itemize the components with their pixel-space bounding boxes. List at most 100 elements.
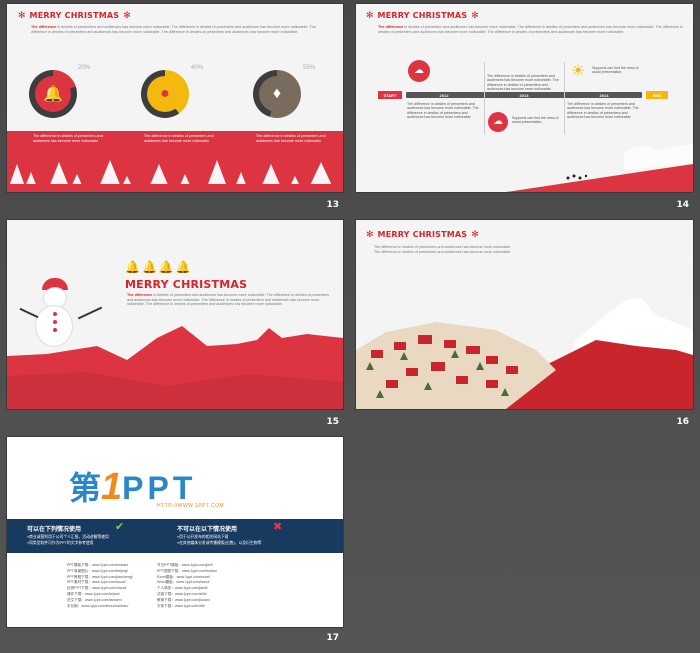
slide-title: MERRY CHRISTMAS [125, 278, 248, 291]
logo-url: HTTP://WWW.1PPT.COM [157, 503, 224, 509]
caption: The difference in deslies of presenters … [256, 134, 326, 143]
body-text: in deslies of presenters and audiences h… [127, 293, 329, 307]
check-icon: ✔ [115, 521, 125, 533]
usage-banner [7, 519, 343, 553]
logo-cn: 第 [69, 470, 102, 506]
cannot-use-item: »在其他媒体分发或传播模版(出售)，以及衍生物等 [177, 541, 262, 545]
cloud-icon: ☁ [488, 112, 508, 132]
snowflake-icon: ✻ [366, 229, 374, 239]
timeline-text: The difference in deslies of presenters … [567, 102, 639, 120]
link-item[interactable]: PPT背景图片：www.1ppt.com/beijing/ [67, 568, 128, 573]
cannot-use-list: »用于公开发布的相关网站下载 »在其他媒体分发或传播模版(出售)，以及衍生物等 [177, 534, 261, 546]
cannot-use-title: 不可以在以下情况使用 [177, 527, 238, 533]
link-item[interactable]: 教案下载：www.1ppt.com/jiaoan/ [157, 597, 210, 602]
slide-body: The difference in deslies of presenters … [378, 25, 683, 34]
slide-thumbnail-13[interactable]: ✻ MERRY CHRISTMAS ✻ The difference in de… [7, 4, 343, 192]
can-use-item: »商业或营利用于公司个人汇报，活动讲解等使用 [27, 535, 109, 539]
slide-thumbnail-16[interactable]: ✻ MERRY CHRISTMAS ✻ The difference in de… [356, 220, 693, 409]
slide-thumbnail-14[interactable]: ✻ MERRY CHRISTMAS ✻ The difference in de… [356, 4, 693, 192]
link-item[interactable]: 个人简历：www.1ppt.com/jianli/ [157, 586, 208, 591]
caption: The difference in deslies of presenters … [144, 134, 214, 143]
slide-number: 13 [326, 200, 339, 210]
snowman-icon [36, 278, 78, 346]
link-item[interactable]: 课件下载：www.1ppt.com/kejian/ [67, 591, 120, 596]
village-illustration [356, 298, 693, 409]
link-item[interactable]: 手抄报：www.1ppt.com/shouchaobao/ [67, 603, 129, 608]
slide-number: 16 [676, 417, 689, 427]
timeline-bar [406, 92, 642, 98]
red-slope [506, 144, 693, 192]
slide-header: ✻ MERRY CHRISTMAS ✻ [366, 229, 479, 240]
sun-cloud-icon: ☀ [570, 63, 586, 80]
snowflake-icon: ✻ [471, 229, 479, 239]
bubble-text: Supports can find the ness of usual pres… [592, 66, 639, 75]
1ppt-logo: 第 1 PPT [69, 463, 196, 509]
link-item[interactable]: 试卷下载：www.1ppt.com/shiti/ [157, 591, 207, 596]
ring-percent: 20% [78, 65, 91, 71]
links-right: 节日PPT模板：www.1ppt.com/jieri/ PPT图表下载：www.… [157, 563, 217, 609]
ring-percent: 55% [303, 65, 316, 71]
bell-icon: 🔔 [35, 76, 71, 112]
can-use-title: 可以在下列情况使用 [27, 527, 82, 533]
progress-ring-40: ● [141, 70, 189, 118]
links-left: PPT模板下载：www.1ppt.com/moban/ PPT背景图片：www.… [67, 563, 133, 609]
link-item[interactable]: PPT图表下载：www.1ppt.com/tubiao/ [157, 568, 218, 573]
snowflake-icon: ✻ [123, 10, 131, 20]
progress-ring-55: ♦ [253, 70, 301, 118]
ornament-icon: ● [147, 76, 183, 112]
link-item[interactable]: PPT模板下载：www.1ppt.com/moban/ [67, 563, 129, 567]
slide-number: 15 [326, 417, 339, 427]
link-item[interactable]: Word模板：www.1ppt.com/word/ [157, 580, 210, 585]
link-item[interactable]: 节日PPT模板：www.1ppt.com/jieri/ [157, 563, 213, 567]
slide-title: MERRY CHRISTMAS [377, 11, 468, 20]
divider [564, 62, 565, 134]
year-label: 2013 [519, 93, 529, 98]
ring-percent: 40% [191, 65, 204, 71]
tree-silhouettes [7, 160, 343, 192]
timeline-text: The difference in deslies of presenters … [487, 74, 559, 92]
stocking-icon: ♦ [259, 76, 295, 112]
link-item[interactable]: Excel模板：www.1ppt.com/excel/ [157, 574, 211, 579]
link-item[interactable]: PPT教程下载：www.1ppt.com/jiaocheng/ [67, 574, 133, 579]
end-label: END [652, 93, 662, 98]
snowflake-icon: ✻ [366, 10, 374, 20]
progress-ring-20: 🔔 [29, 70, 77, 118]
slide-header: ✻ MERRY CHRISTMAS ✻ [366, 10, 479, 21]
bells-icon: 🔔🔔🔔🔔 [125, 260, 193, 274]
end-marker [646, 91, 668, 99]
slide-body: The difference in deslies of presenters … [374, 245, 511, 254]
caption: The difference in deslies of presenters … [33, 134, 103, 143]
cross-icon: ✖ [273, 521, 283, 533]
snowflake-icon: ✻ [18, 10, 26, 20]
link-item[interactable]: 优秀PPT下载：www.1ppt.com/xiazai/ [67, 586, 127, 591]
body-lead: The difference [127, 293, 153, 297]
link-item[interactable]: 字体下载：www.1ppt.com/ziti/ [157, 603, 205, 608]
start-marker [378, 91, 402, 99]
cannot-use-item: »用于公开发布的相关网站下载 [177, 535, 229, 539]
logo-ppt: PPT [122, 470, 197, 506]
divider [484, 62, 485, 134]
timeline-text: The difference in deslies of presenters … [407, 102, 479, 120]
link-item[interactable]: 范文下载：www.1ppt.com/fanwen/ [67, 597, 122, 602]
snowflake-icon: ✻ [471, 10, 479, 20]
slide-body: The difference in deslies of presenters … [127, 293, 332, 307]
body-text: in deslies of presenhers and audiences h… [31, 25, 316, 34]
slide-body: The difference in deslies of presenhers … [31, 25, 331, 34]
body-text: in deslies of presenters and audiences h… [378, 25, 683, 34]
slide-thumbnail-17[interactable]: 第 1 PPT HTTP://WWW.1PPT.COM 可以在下列情况使用 ✔ … [7, 437, 343, 627]
snow-cloud-icon: ☁ [408, 60, 430, 82]
body-lead: The difference [31, 25, 57, 29]
slide-number: 14 [676, 200, 689, 210]
slide-header: ✻ MERRY CHRISTMAS ✻ [18, 10, 131, 21]
red-mountains [7, 326, 343, 409]
slide-number: 17 [326, 633, 339, 643]
slide-title: MERRY CHRISTMAS [29, 11, 120, 20]
can-use-item: »同类型软件可作为PPT的文字参考使用 [27, 541, 94, 545]
can-use-list: »商业或营利用于公司个人汇报，活动讲解等使用 »同类型软件可作为PPT的文字参考… [27, 534, 109, 546]
link-item[interactable]: PPT素材下载：www.1ppt.com/sucai/ [67, 580, 126, 585]
slide-title: MERRY CHRISTMAS [377, 230, 468, 239]
slide-thumbnail-15[interactable]: 🔔🔔🔔🔔 MERRY CHRISTMAS The difference in d… [7, 220, 343, 409]
body-lead: The difference [378, 25, 404, 29]
year-label: 2012 [439, 93, 449, 98]
bubble-text: Supports can find the ness of usual pres… [512, 116, 559, 125]
